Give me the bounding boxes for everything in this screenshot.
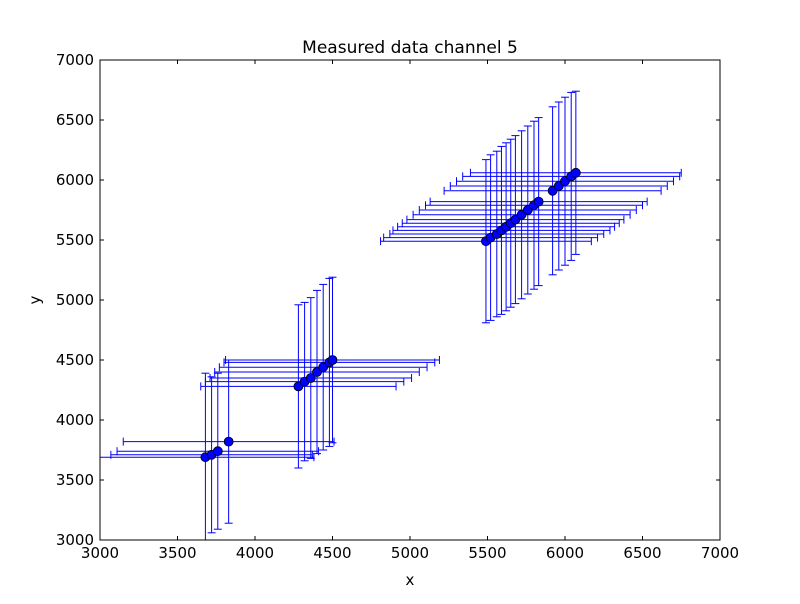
points-layer	[200, 167, 581, 463]
y-tick-label: 4500	[56, 351, 94, 369]
x-tick-label: 7000	[701, 544, 739, 562]
y-tick-label: 6500	[56, 111, 94, 129]
x-tick-label: 3000	[81, 544, 119, 562]
y-tick-label: 4000	[56, 411, 94, 429]
x-tick-label: 4000	[236, 544, 274, 562]
data-point	[533, 196, 544, 207]
x-tick-label: 4500	[313, 544, 351, 562]
x-tick-label: 6000	[546, 544, 584, 562]
x-tick-label: 6500	[623, 544, 661, 562]
y-tick-label: 7000	[56, 51, 94, 69]
data-point	[327, 355, 338, 365]
y-tick-label: 3000	[56, 531, 94, 549]
x-axis-label: x	[406, 571, 415, 589]
x-tick-label: 5500	[468, 544, 506, 562]
y-tick-label: 5500	[56, 231, 94, 249]
ticks-layer: 3000 3500 4000 4500 5000 5500 6000 6500 7000 3000…	[56, 51, 739, 562]
error-bars-layer	[100, 90, 682, 540]
plot-frame	[99, 59, 721, 541]
y-tick-label: 5000	[56, 291, 94, 309]
y-tick-label: 3500	[56, 471, 94, 489]
data-point	[570, 167, 581, 178]
data-point	[305, 373, 316, 383]
y-tick-label: 6000	[56, 171, 94, 189]
data-point	[212, 446, 223, 457]
y-axis-label: y	[26, 295, 44, 304]
chart-title: Measured data channel 5	[302, 38, 518, 58]
data-point	[223, 436, 234, 447]
x-tick-label: 3500	[158, 544, 196, 562]
x-tick-label: 5000	[391, 544, 429, 562]
